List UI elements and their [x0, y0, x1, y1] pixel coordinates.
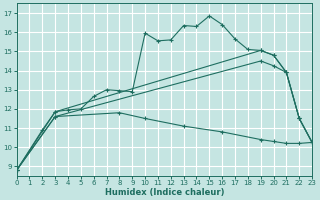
- X-axis label: Humidex (Indice chaleur): Humidex (Indice chaleur): [105, 188, 224, 197]
